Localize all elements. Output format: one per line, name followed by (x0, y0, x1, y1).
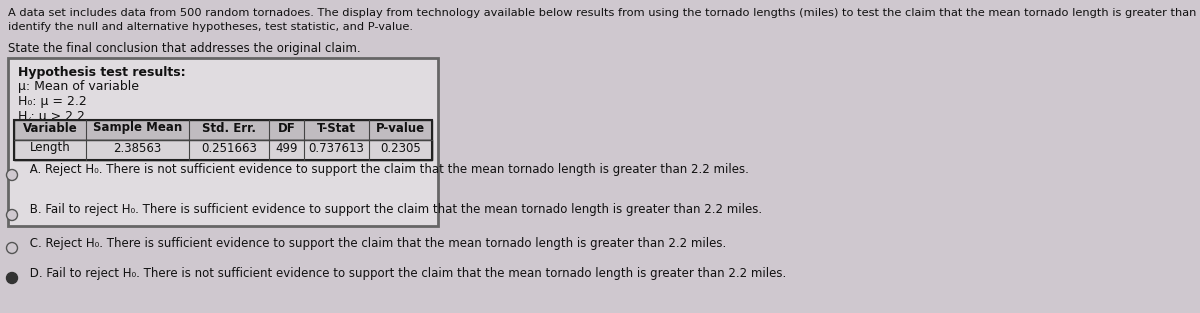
Text: P-value: P-value (376, 121, 425, 135)
Text: T-Stat: T-Stat (317, 121, 356, 135)
Circle shape (6, 243, 18, 254)
Text: Sample Mean: Sample Mean (92, 121, 182, 135)
Text: Length: Length (30, 141, 71, 155)
FancyBboxPatch shape (14, 120, 432, 140)
Text: A. Reject H₀. There is not sufficient evidence to support the claim that the mea: A. Reject H₀. There is not sufficient ev… (26, 163, 749, 177)
Text: A data set includes data from 500 random tornadoes. The display from technology : A data set includes data from 500 random… (8, 8, 1200, 18)
Text: Hypothesis test results:: Hypothesis test results: (18, 66, 186, 79)
Text: DF: DF (277, 121, 295, 135)
Text: 499: 499 (275, 141, 298, 155)
Text: μ: Mean of variable: μ: Mean of variable (18, 80, 139, 93)
Text: H⁁: μ > 2.2: H⁁: μ > 2.2 (18, 110, 85, 123)
Circle shape (6, 273, 18, 284)
Text: B. Fail to reject H₀. There is sufficient evidence to support the claim that the: B. Fail to reject H₀. There is sufficien… (26, 203, 762, 217)
Text: C. Reject H₀. There is sufficient evidence to support the claim that the mean to: C. Reject H₀. There is sufficient eviden… (26, 237, 726, 249)
Text: D. Fail to reject H₀. There is not sufficient evidence to support the claim that: D. Fail to reject H₀. There is not suffi… (26, 266, 786, 280)
FancyBboxPatch shape (8, 58, 438, 226)
Text: 0.737613: 0.737613 (308, 141, 365, 155)
Text: 0.251663: 0.251663 (202, 141, 257, 155)
FancyBboxPatch shape (14, 140, 432, 160)
Text: identify the null and alternative hypotheses, test statistic, and P-value.: identify the null and alternative hypoth… (8, 22, 413, 32)
Circle shape (6, 170, 18, 181)
Text: 2.38563: 2.38563 (113, 141, 162, 155)
Text: State the final conclusion that addresses the original claim.: State the final conclusion that addresse… (8, 42, 361, 55)
Text: H₀: μ = 2.2: H₀: μ = 2.2 (18, 95, 86, 108)
Circle shape (6, 209, 18, 220)
Text: 0.2305: 0.2305 (380, 141, 421, 155)
Text: Std. Err.: Std. Err. (202, 121, 256, 135)
Text: Variable: Variable (23, 121, 77, 135)
